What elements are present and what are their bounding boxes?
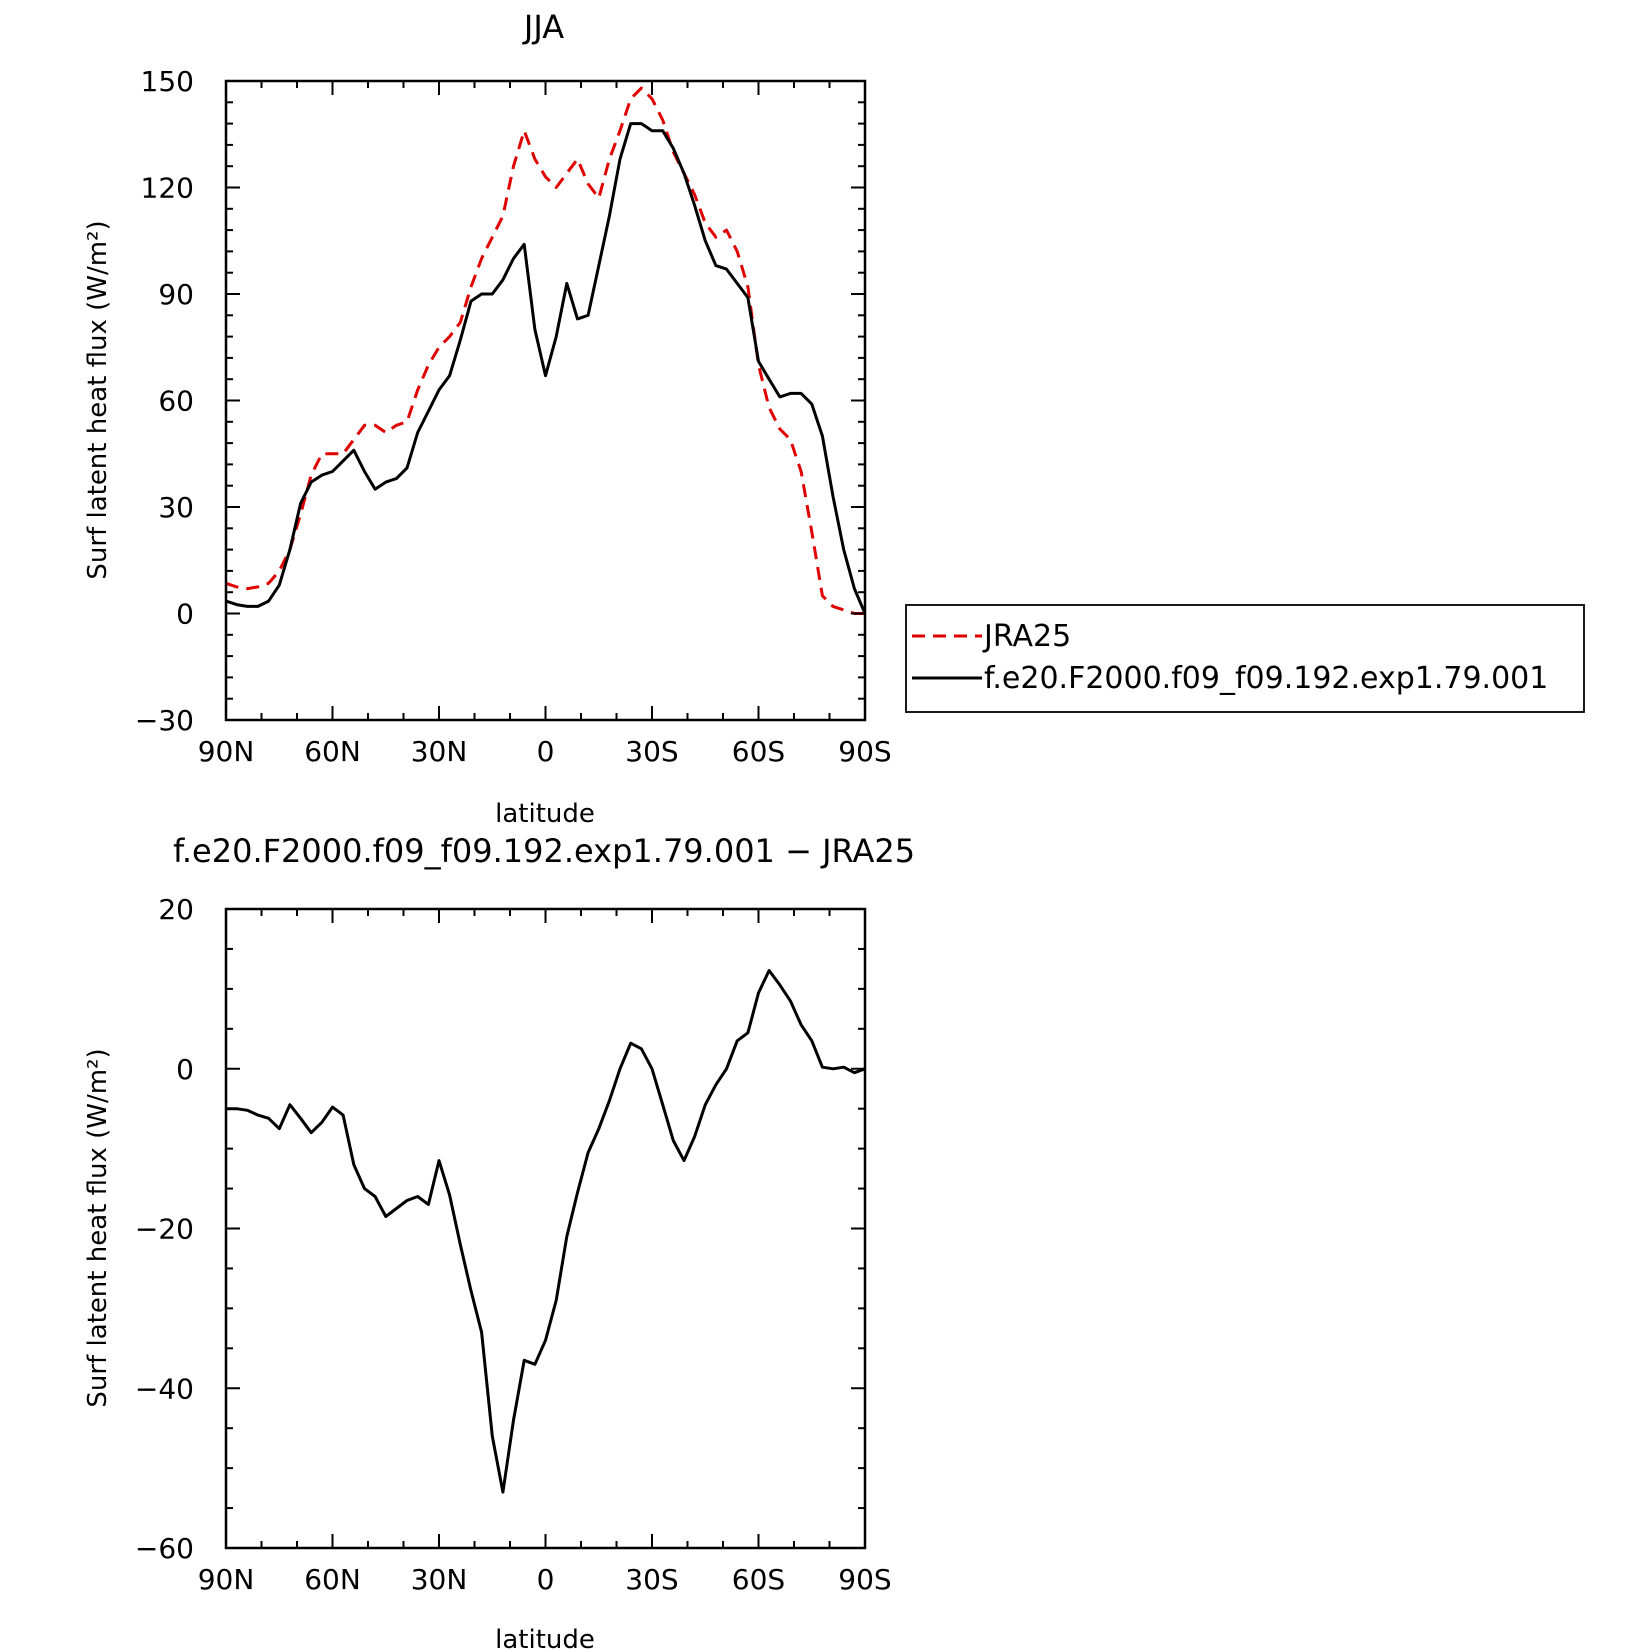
legend-box bbox=[905, 604, 1585, 713]
top-y-axis-label: Surf latent heat flux (W/m²) bbox=[83, 220, 113, 579]
top-x-tick-label: 30N bbox=[411, 735, 468, 768]
bottom-y-axis-label: Surf latent heat flux (W/m²) bbox=[83, 1048, 113, 1407]
bot-x-tick-label: 60S bbox=[732, 1563, 785, 1596]
bot-x-tick-label: 90S bbox=[838, 1563, 891, 1596]
top-x-tick-label: 0 bbox=[537, 735, 555, 768]
legend: JRA25 f.e20.F2000.f09_f09.192.exp1.79.00… bbox=[905, 604, 1585, 713]
bot-x-tick-label: 60N bbox=[304, 1563, 361, 1596]
bottom-panel: f.e20.F2000.f09_f09.192.exp1.79.001 − JR… bbox=[83, 832, 915, 1652]
top-x-tick-label: 90N bbox=[198, 735, 255, 768]
top-x-tick-label: 90S bbox=[838, 735, 891, 768]
legend-label-model: f.e20.F2000.f09_f09.192.exp1.79.001 bbox=[984, 661, 1548, 696]
bottom-x-axis-label: latitude bbox=[495, 1625, 595, 1652]
top-series-line-1 bbox=[225, 122, 867, 615]
bot-y-tick-label: −40 bbox=[135, 1372, 194, 1405]
legend-label-jra25: JRA25 bbox=[982, 619, 1071, 654]
bot-y-tick-label: −20 bbox=[135, 1213, 194, 1246]
top-y-tick-label: 120 bbox=[141, 172, 194, 205]
top-y-tick-label: 90 bbox=[158, 278, 194, 311]
top-x-tick-label: 30S bbox=[625, 735, 678, 768]
bot-y-tick-label: 20 bbox=[158, 893, 194, 926]
bot-x-tick-label: 0 bbox=[537, 1563, 555, 1596]
top-x-axis-label: latitude bbox=[495, 799, 595, 829]
top-x-tick-label: 60S bbox=[732, 735, 785, 768]
top-x-tick-label: 60N bbox=[304, 735, 361, 768]
top-plot-title: JJA bbox=[522, 8, 564, 46]
top-y-tick-label: 30 bbox=[158, 491, 194, 524]
bottom-plot-frame bbox=[224, 907, 867, 1550]
bot-x-tick-label: 30N bbox=[411, 1563, 468, 1596]
top-panel: JJA 90N 60N 30N 0 30S 60S 90S −30 0 30 60 90 120 150… bbox=[83, 8, 892, 829]
top-y-tick-label: 60 bbox=[158, 385, 194, 418]
bot-x-tick-label: 30S bbox=[625, 1563, 678, 1596]
bot-series-line-0 bbox=[226, 969, 866, 1494]
bot-y-tick-label: 0 bbox=[176, 1053, 194, 1086]
bot-x-tick-label: 90N bbox=[198, 1563, 255, 1596]
top-y-tick-label: −30 bbox=[135, 704, 194, 737]
bottom-plot-title: f.e20.F2000.f09_f09.192.exp1.79.001 − JR… bbox=[173, 832, 915, 870]
top-y-tick-label: 0 bbox=[176, 598, 194, 631]
top-y-tick-label: 150 bbox=[141, 65, 194, 98]
bot-y-tick-label: −60 bbox=[135, 1532, 194, 1565]
top-series-line-0 bbox=[225, 86, 865, 615]
